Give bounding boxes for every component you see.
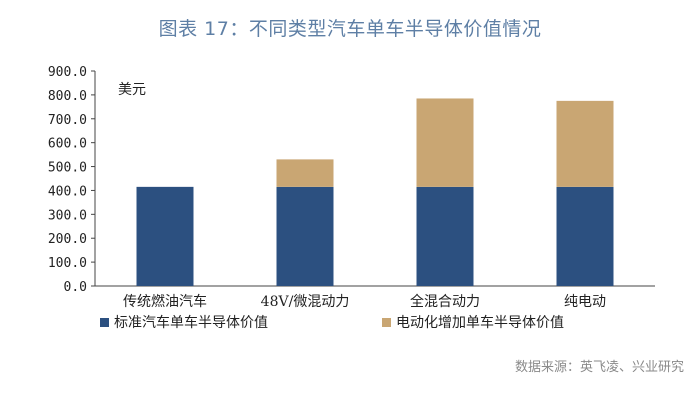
y-tick-label: 100.0 xyxy=(48,256,87,271)
x-tick-label: 全混合动力 xyxy=(410,293,480,310)
bar-standard-2 xyxy=(416,186,474,286)
y-tick-label: 800.0 xyxy=(48,89,87,104)
y-axis-label: 美元 xyxy=(118,82,146,98)
x-tick-label: 纯电动 xyxy=(564,294,606,310)
bar-standard-1 xyxy=(276,186,334,286)
chart-title: 图表 17：不同类型汽车单车半导体价值情况 xyxy=(158,18,542,40)
y-ticks: 0.0 100.0 200.0 300.0 400.0 500.0 600.0 700.0 80… xyxy=(48,65,95,295)
x-tick-labels: 传统燃油汽车 48V/微混动力 全混合动力 纯电动 xyxy=(123,293,606,310)
y-tick-label: 0.0 xyxy=(64,280,87,295)
bar-standard-3 xyxy=(556,186,614,286)
bars xyxy=(136,98,614,286)
y-tick-label: 200.0 xyxy=(48,232,87,247)
legend-label: 标准汽车单车半导体价值 xyxy=(114,314,268,331)
y-tick-label: 500.0 xyxy=(48,161,87,176)
legend-swatch xyxy=(382,318,391,327)
bar-electrification-3 xyxy=(556,100,614,187)
y-tick-label: 400.0 xyxy=(48,184,87,199)
bar-electrification-2 xyxy=(416,98,474,187)
y-tick-label: 700.0 xyxy=(48,113,87,128)
y-tick-label: 900.0 xyxy=(48,65,87,80)
bar-standard-0 xyxy=(136,186,194,286)
source-note: 数据来源：英飞凌、兴业研究 xyxy=(514,360,684,375)
bar-electrification-1 xyxy=(276,159,334,187)
legend: 标准汽车单车半导体价值 电动化增加单车半导体价值 xyxy=(100,314,564,331)
legend-label: 电动化增加单车半导体价值 xyxy=(396,314,564,331)
y-tick-label: 300.0 xyxy=(48,208,87,223)
x-tick-label: 48V/微混动力 xyxy=(261,294,350,310)
x-tick-label: 传统燃油汽车 xyxy=(123,293,207,310)
legend-swatch xyxy=(100,318,109,327)
y-tick-label: 600.0 xyxy=(48,137,87,152)
